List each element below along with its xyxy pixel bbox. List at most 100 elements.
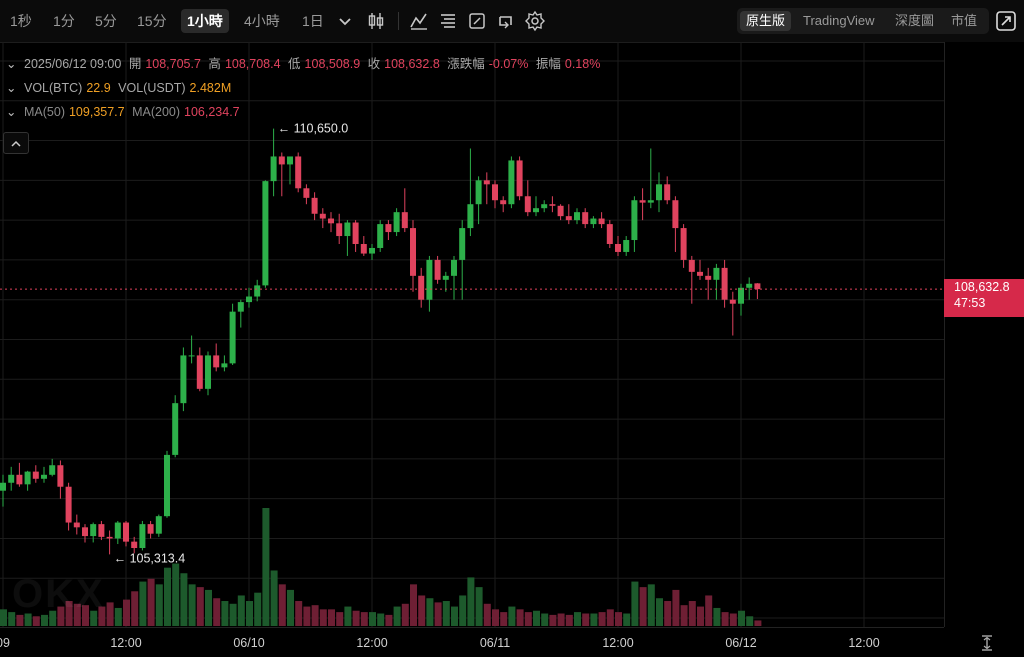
price-axis[interactable]: [944, 42, 1024, 627]
volume-bar: [221, 601, 229, 626]
timeframe-1h[interactable]: 1小時: [181, 9, 229, 33]
candle-body: [336, 223, 343, 237]
candle-body: [41, 474, 47, 479]
candle-body: [418, 275, 425, 300]
timeframe-15m[interactable]: 15分: [137, 13, 167, 29]
timeframe-5m[interactable]: 5分: [95, 13, 117, 29]
volume-bar: [246, 601, 253, 626]
candle-body: [656, 184, 662, 201]
volume-bar: [459, 595, 467, 626]
volume-bar: [393, 606, 401, 626]
candle-body: [73, 522, 80, 528]
vol-btc-label: VOL(BTC): [24, 81, 83, 95]
candle-countdown: 47:53: [954, 296, 986, 311]
candle-body: [483, 180, 490, 185]
volume-bar: [328, 609, 335, 626]
volume-bar: [410, 584, 417, 626]
candle-body: [688, 259, 695, 272]
change-label: 漲跌幅: [447, 57, 485, 71]
volume-bar: [360, 612, 368, 626]
volume-bar: [467, 577, 475, 626]
timeframe-4h[interactable]: 4小時: [244, 13, 280, 29]
candle-body: [729, 299, 736, 304]
settings-icon[interactable]: [524, 10, 546, 32]
volume-bar: [426, 598, 434, 626]
vol-usdt-label: VOL(USDT): [118, 81, 186, 95]
volume-bar: [541, 613, 549, 626]
volume-bar: [721, 612, 729, 626]
volume-bar: [254, 592, 262, 626]
chevron-up-icon: [11, 140, 21, 147]
volume-bar: [139, 581, 147, 626]
volume-bar: [688, 601, 696, 626]
volume-bar: [738, 610, 745, 626]
chart-draw-icon[interactable]: [466, 10, 488, 32]
volume-bar: [24, 613, 32, 626]
candle-body: [303, 188, 310, 198]
candle-body: [557, 205, 564, 217]
candle-body: [680, 228, 687, 260]
candle-body: [508, 160, 515, 205]
ma50-value: 109,357.7: [68, 105, 125, 119]
candle-body: [65, 486, 72, 523]
candle-body: [582, 212, 589, 225]
view-market-cap[interactable]: 市值: [951, 13, 978, 28]
candle-body: [328, 218, 334, 224]
ma50-label: MA(50): [24, 105, 65, 119]
volume-bar: [524, 612, 532, 626]
volume-bar: [729, 613, 737, 626]
candle-body: [524, 196, 531, 213]
open-value: 108,705.7: [145, 57, 201, 71]
timeframe-1m[interactable]: 1分: [53, 13, 75, 29]
indicators-icon[interactable]: [408, 10, 430, 32]
time-tick-label: 12:00: [110, 636, 141, 650]
time-tick-label: 06/12: [725, 636, 756, 650]
close-value: 108,632.8: [384, 57, 440, 71]
volume-bar: [262, 508, 270, 626]
volume-bar: [49, 610, 57, 626]
candle-body: [32, 471, 39, 479]
view-tradingview[interactable]: TradingView: [803, 13, 875, 28]
vol-usdt-value: 2.482M: [189, 81, 232, 95]
volume-bar: [131, 591, 139, 626]
candle-body: [459, 228, 466, 260]
volume-bar: [73, 603, 81, 626]
time-tick-label: 12:00: [356, 636, 387, 650]
ma-legend: ⌄ MA(50) 109,357.7 MA(200) 106,234.7: [6, 104, 244, 120]
volume-bar: [434, 602, 442, 626]
ohlc-legend: ⌄ 2025/06/12 09:00 開 108,705.7 高 108,708.4 …: [6, 56, 604, 72]
chevron-down-icon[interactable]: ⌄: [6, 81, 17, 95]
volume-bar: [172, 563, 180, 626]
chevron-down-icon[interactable]: ⌄: [6, 57, 17, 71]
fullscreen-icon[interactable]: [994, 9, 1018, 33]
refresh-layout-icon[interactable]: [495, 10, 517, 32]
candle-body: [500, 200, 507, 205]
time-axis[interactable]: [0, 627, 944, 656]
candlestick-type-icon[interactable]: [365, 10, 387, 32]
candle-body: [565, 216, 572, 221]
chevron-down-icon[interactable]: ⌄: [6, 105, 17, 119]
volume-bar: [16, 614, 24, 626]
chevron-down-icon[interactable]: [334, 10, 356, 32]
candle-body: [287, 156, 293, 165]
volume-bar: [631, 581, 639, 626]
candle-body: [475, 180, 482, 205]
timeframe-1d[interactable]: 1日: [302, 13, 324, 29]
candle-body: [0, 482, 6, 491]
candle-body: [746, 283, 753, 288]
view-native[interactable]: 原生版: [740, 11, 792, 31]
volume-bar: [623, 613, 631, 626]
volume-bar: [598, 612, 606, 626]
volume-bar: [41, 614, 48, 626]
collapse-legend-button[interactable]: [3, 132, 29, 154]
candle-body: [393, 212, 400, 233]
volume-bar: [533, 610, 540, 626]
drawing-list-icon[interactable]: [437, 10, 459, 32]
timeframe-1s[interactable]: 1秒: [10, 13, 32, 29]
view-depth[interactable]: 深度圖: [895, 13, 935, 28]
volume-bar: [0, 609, 7, 626]
candle-body: [229, 311, 236, 364]
candle-body: [16, 474, 23, 485]
axis-resize-icon[interactable]: [978, 634, 996, 652]
